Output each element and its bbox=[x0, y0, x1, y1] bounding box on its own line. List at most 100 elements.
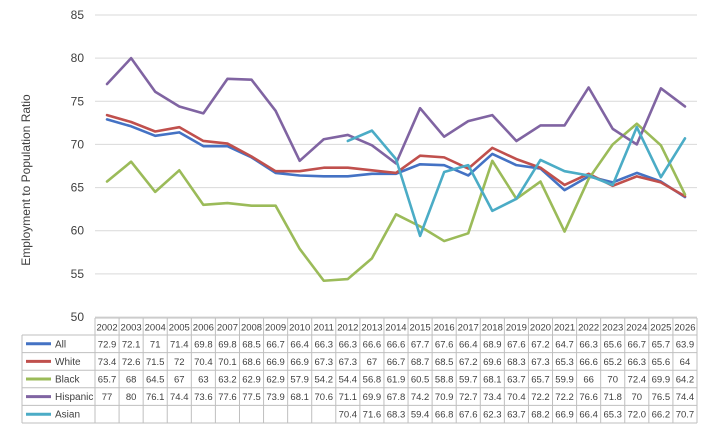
table-cell-value: 77 bbox=[102, 392, 113, 403]
table-cell-value: 72.9 bbox=[98, 339, 117, 350]
table-cell-value: 68.2 bbox=[531, 410, 550, 421]
table-cell-value: 56.8 bbox=[363, 375, 382, 386]
x-category-label: 2010 bbox=[289, 323, 310, 334]
x-category-label: 2016 bbox=[434, 323, 455, 334]
table-cell-value: 67 bbox=[367, 357, 378, 368]
table-cell-value: 74.2 bbox=[411, 392, 430, 403]
table-cell-value: 67.2 bbox=[459, 357, 478, 368]
table-cell-value: 65.6 bbox=[652, 357, 671, 368]
table-cell-value: 69.9 bbox=[652, 375, 671, 386]
table-cell-value: 62.9 bbox=[266, 375, 285, 386]
table-cell-value: 72.0 bbox=[628, 410, 647, 421]
y-tick-label: 75 bbox=[71, 94, 85, 108]
table-cell-value: 67.3 bbox=[339, 357, 358, 368]
table-cell-value: 66.9 bbox=[266, 357, 285, 368]
x-category-label: 2021 bbox=[554, 323, 575, 334]
x-category-label: 2024 bbox=[626, 323, 647, 334]
x-category-label: 2023 bbox=[602, 323, 623, 334]
table-cell-value: 68 bbox=[126, 375, 137, 386]
table-cell-value: 70.7 bbox=[676, 410, 695, 421]
table-cell-value: 69.8 bbox=[218, 339, 237, 350]
table-cell-value: 70.1 bbox=[218, 357, 237, 368]
legend-label: Black bbox=[55, 375, 80, 386]
y-tick-label: 80 bbox=[71, 51, 85, 65]
table-cell-value: 66.9 bbox=[555, 410, 574, 421]
x-category-label: 2017 bbox=[458, 323, 479, 334]
table-cell-value: 54.4 bbox=[339, 375, 358, 386]
table-cell-value: 66.3 bbox=[628, 357, 647, 368]
table-cell-value: 65.7 bbox=[98, 375, 117, 386]
table-cell-value: 65.3 bbox=[603, 410, 622, 421]
table-cell-value: 67.7 bbox=[411, 339, 430, 350]
table-cell-value: 68.6 bbox=[242, 357, 261, 368]
x-category-label: 2004 bbox=[145, 323, 166, 334]
table-cell-value: 58.8 bbox=[435, 375, 454, 386]
table-cell-value: 66.4 bbox=[290, 339, 309, 350]
table-cell-value: 63.9 bbox=[676, 339, 695, 350]
table-cell-value: 72.4 bbox=[628, 375, 647, 386]
gridlines bbox=[95, 14, 697, 318]
table-cell-value: 69.6 bbox=[483, 357, 502, 368]
series-lines bbox=[105, 56, 687, 283]
table-cell-value: 68.9 bbox=[483, 339, 502, 350]
table-cell-value: 66.6 bbox=[387, 339, 406, 350]
x-category-label: 2015 bbox=[410, 323, 431, 334]
table-cell-value: 76.6 bbox=[579, 392, 598, 403]
table-cell-value: 72.1 bbox=[122, 339, 141, 350]
series-line-white bbox=[105, 113, 687, 198]
x-category-label: 2003 bbox=[121, 323, 142, 334]
table-cell-value: 67.6 bbox=[459, 410, 478, 421]
table-cell-value: 72.6 bbox=[122, 357, 141, 368]
table-cell-value: 67.2 bbox=[531, 339, 550, 350]
table-cell-value: 64.5 bbox=[146, 375, 165, 386]
y-tick-label: 65 bbox=[71, 181, 85, 195]
table-cell-value: 76.1 bbox=[146, 392, 165, 403]
table-cell-value: 67.6 bbox=[435, 339, 454, 350]
table-cell-value: 74.4 bbox=[676, 392, 695, 403]
table-cell-value: 68.3 bbox=[507, 357, 526, 368]
table-cell-value: 64 bbox=[680, 357, 691, 368]
table-cell-value: 68.5 bbox=[242, 339, 261, 350]
table-cell-value: 66 bbox=[583, 375, 594, 386]
table-cell-value: 67 bbox=[174, 375, 185, 386]
series-line-asian bbox=[346, 125, 687, 238]
series-line-black bbox=[105, 122, 687, 283]
table-cell-value: 63.7 bbox=[507, 410, 526, 421]
table-cell-value: 72 bbox=[174, 357, 185, 368]
table-cell-value: 71.1 bbox=[339, 392, 358, 403]
table-cell-value: 66.3 bbox=[315, 339, 334, 350]
table-cell-value: 70.4 bbox=[339, 410, 358, 421]
table-cell-value: 66.3 bbox=[579, 339, 598, 350]
x-category-label: 2026 bbox=[674, 323, 695, 334]
table-cell-value: 68.3 bbox=[387, 410, 406, 421]
x-category-label: 2009 bbox=[265, 323, 286, 334]
table-cell-value: 77.6 bbox=[218, 392, 237, 403]
table-cell-value: 71.5 bbox=[146, 357, 165, 368]
table-cell-value: 66.4 bbox=[579, 410, 598, 421]
table-cell-value: 65.6 bbox=[603, 339, 622, 350]
table-cell-value: 71.4 bbox=[170, 339, 189, 350]
y-tick-label: 60 bbox=[71, 224, 85, 238]
table-cell-value: 67.6 bbox=[507, 339, 526, 350]
table-cell-value: 73.6 bbox=[194, 392, 213, 403]
y-axis-ticks: 50 55 60 65 70 75 80 85 bbox=[71, 8, 85, 324]
x-category-label: 2020 bbox=[530, 323, 551, 334]
table-cell-value: 70 bbox=[607, 375, 618, 386]
table-cell-value: 59.4 bbox=[411, 410, 430, 421]
table-cell-value: 66.8 bbox=[435, 410, 454, 421]
table-cell-value: 67.8 bbox=[387, 392, 406, 403]
table-cell-value: 72.7 bbox=[459, 392, 478, 403]
legend-label: Hispanic bbox=[55, 392, 93, 403]
table-cell-value: 72.2 bbox=[555, 392, 574, 403]
table-cell-value: 71.6 bbox=[363, 410, 382, 421]
table-cell-value: 65.3 bbox=[555, 357, 574, 368]
table-cell-value: 66.6 bbox=[363, 339, 382, 350]
table-cell-value: 70.9 bbox=[435, 392, 454, 403]
table-cell-value: 76.5 bbox=[652, 392, 671, 403]
x-category-label: 2022 bbox=[578, 323, 599, 334]
table-cell-value: 73.9 bbox=[266, 392, 285, 403]
table-cell-value: 64.7 bbox=[555, 339, 574, 350]
table-cell-value: 70 bbox=[632, 392, 643, 403]
table-cell-value: 73.4 bbox=[98, 357, 117, 368]
table-cell-value: 62.3 bbox=[483, 410, 502, 421]
